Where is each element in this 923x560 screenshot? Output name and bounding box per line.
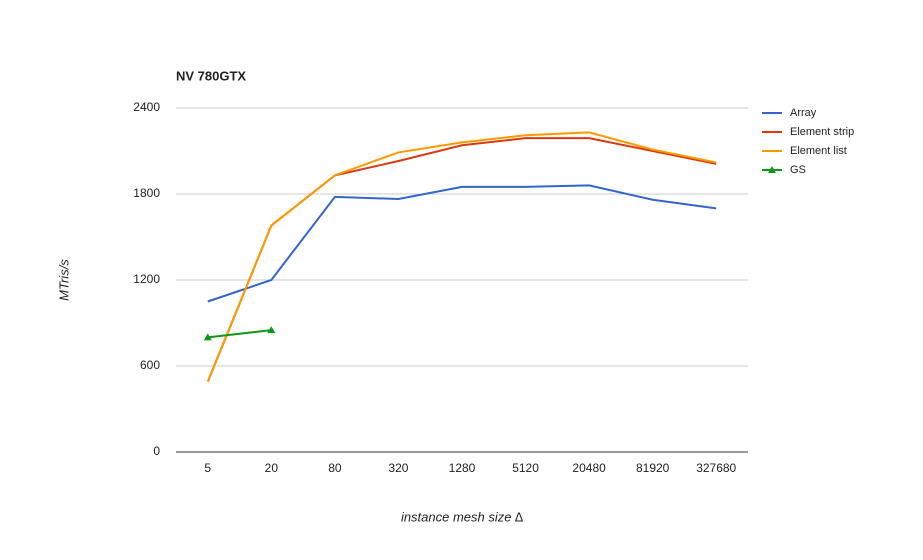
x-axis-label: instance mesh size ∆ <box>401 509 523 524</box>
x-tick-label: 5120 <box>512 461 539 475</box>
chart-title: NV 780GTX <box>176 68 246 83</box>
series-line <box>207 184 717 303</box>
marker <box>203 333 212 341</box>
x-tick-label: 81920 <box>636 461 670 475</box>
x-tick-label: 80 <box>328 461 342 475</box>
y-tick-label: 0 <box>153 444 160 458</box>
y-tick-label: 2400 <box>133 100 160 114</box>
x-tick-label: 320 <box>388 461 408 475</box>
x-tick-label: 20 <box>265 461 279 475</box>
x-tick-label: 20480 <box>572 461 606 475</box>
y-tick-label: 1800 <box>133 186 160 200</box>
legend-marker <box>768 166 776 173</box>
marker <box>267 326 276 334</box>
legend-label: Element strip <box>790 126 854 138</box>
series-line <box>206 137 717 383</box>
y-axis-label: MTris/s <box>56 259 71 301</box>
legend-label: Array <box>790 107 817 119</box>
series-line <box>206 131 717 383</box>
x-tick-label: 327680 <box>696 461 736 475</box>
x-tick-label: 1280 <box>449 461 476 475</box>
series-line <box>207 329 272 339</box>
legend-label: Element list <box>790 145 847 157</box>
y-tick-label: 1200 <box>133 272 160 286</box>
x-tick-label: 5 <box>204 461 211 475</box>
legend-label: GS <box>790 164 806 176</box>
y-tick-label: 600 <box>140 358 160 372</box>
